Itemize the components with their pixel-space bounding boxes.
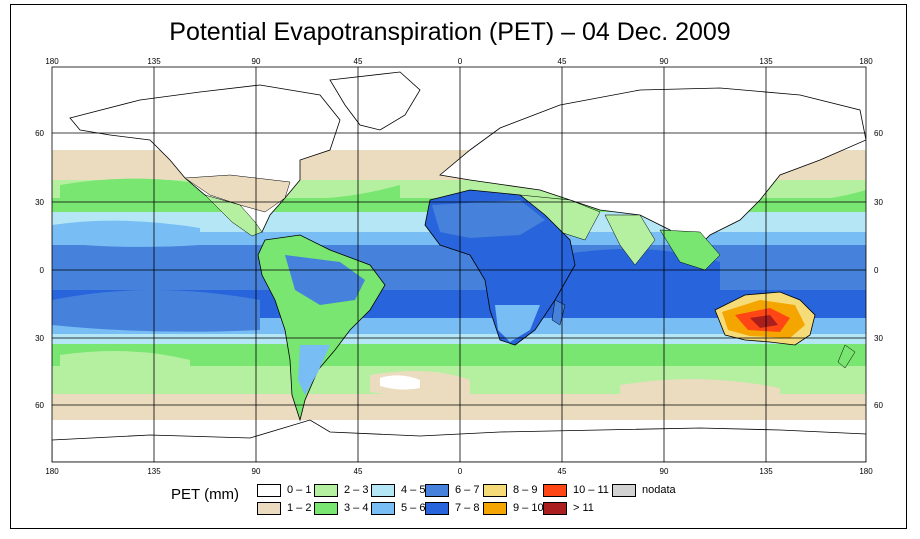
- patch-south-white-1: [380, 375, 420, 390]
- legend-swatch: [483, 483, 507, 497]
- lon-label-bottom: 0: [458, 467, 463, 476]
- land-antarctica: [52, 419, 866, 462]
- legend-item-label: 5 – 6: [401, 502, 426, 514]
- legend-swatch: [257, 501, 281, 515]
- legend-item-6-7: 6 – 7: [425, 482, 479, 498]
- legend-item-label: > 11: [573, 502, 594, 514]
- legend-item-label: 9 – 10: [513, 502, 544, 514]
- pet-field: [52, 67, 866, 462]
- legend-item-label: 3 – 4: [344, 502, 369, 514]
- lon-label-top: 0: [458, 57, 463, 66]
- land-se-asia: [659, 229, 721, 271]
- legend-swatch: [314, 501, 338, 515]
- legend-swatch: [425, 501, 449, 515]
- patch-deep-1: [52, 290, 260, 332]
- land-india: [604, 214, 656, 266]
- legend-item-4-5: 4 – 5: [371, 482, 425, 498]
- map-title: Potential Evapotranspiration (PET) – 04 …: [169, 18, 731, 46]
- legend-item-1-2: 1 – 2: [257, 500, 311, 516]
- legend-item-0-1: 0 – 1: [257, 482, 311, 498]
- legend-swatch: [371, 483, 395, 497]
- legend-item-label: nodata: [642, 484, 676, 496]
- lon-label-top: 45: [558, 57, 567, 66]
- lon-label-top: 135: [147, 57, 161, 66]
- land-sa-interior: [285, 255, 365, 305]
- lat-label-left: 0: [40, 266, 45, 275]
- lon-label-top: 180: [859, 57, 873, 66]
- lat-label-right: 30: [874, 198, 883, 207]
- legend-swatch: [257, 483, 281, 497]
- lon-label-top: 45: [354, 57, 363, 66]
- lon-label-top: 180: [45, 57, 59, 66]
- land-greenland: [329, 71, 421, 131]
- legend-swatch: [612, 483, 636, 497]
- legend-swatch: [483, 501, 507, 515]
- map-border: [51, 66, 867, 463]
- patch-south-green-1: [60, 351, 190, 384]
- legend-swatch: [543, 483, 567, 497]
- legend-swatch: [543, 501, 567, 515]
- patch-lightblue-1: [52, 220, 200, 247]
- legend-item-3-4: 3 – 4: [314, 500, 368, 516]
- land-new-zealand: [837, 344, 856, 369]
- legend-swatch: [314, 483, 338, 497]
- lat-label-left: 30: [35, 198, 44, 207]
- lat-label-left: 60: [35, 129, 44, 138]
- land-sa-south: [298, 345, 330, 395]
- land-eurasia: [439, 87, 866, 256]
- legend-item-gt-11: > 11: [543, 500, 594, 516]
- lon-label-bottom: 135: [147, 467, 161, 476]
- band-south-lightblue: [52, 334, 866, 346]
- legend-item-9-10: 9 – 10: [483, 500, 544, 516]
- legend-title: PET (mm): [171, 486, 240, 503]
- land-australia-darkred: [750, 315, 778, 328]
- lon-label-bottom: 90: [252, 467, 261, 476]
- legend-item-2-3: 2 – 3: [314, 482, 368, 498]
- land-south-africa: [495, 305, 540, 342]
- legend-item-label: 1 – 2: [287, 502, 312, 514]
- lon-label-bottom: 135: [759, 467, 773, 476]
- patch-south-tan-2: [620, 379, 780, 407]
- lon-label-bottom: 45: [354, 467, 363, 476]
- lat-label-right: 0: [874, 266, 879, 275]
- legend-swatch: [371, 501, 395, 515]
- legend-item-label: 0 – 1: [287, 484, 312, 496]
- legend-item-label: 4 – 5: [401, 484, 426, 496]
- legend-item-label: 10 – 11: [573, 484, 609, 496]
- legend-item-8-9: 8 – 9: [483, 482, 537, 498]
- legend-swatch: [425, 483, 449, 497]
- legend-item-label: 8 – 9: [513, 484, 538, 496]
- lon-label-bottom: 90: [660, 467, 669, 476]
- legend-item-5-6: 5 – 6: [371, 500, 425, 516]
- lon-label-top: 135: [759, 57, 773, 66]
- legend-item-label: 6 – 7: [455, 484, 480, 496]
- land-us-south: [184, 174, 291, 213]
- lat-label-left: 60: [35, 401, 44, 410]
- lon-label-top: 90: [252, 57, 261, 66]
- lon-label-bottom: 180: [859, 467, 873, 476]
- legend-item-label: 7 – 8: [455, 502, 480, 514]
- lon-label-bottom: 180: [45, 467, 59, 476]
- lat-label-right: 60: [874, 401, 883, 410]
- legend-item-7-8: 7 – 8: [425, 500, 479, 516]
- legend-item-nodata: nodata: [612, 482, 676, 498]
- lat-label-right: 30: [874, 334, 883, 343]
- lat-label-right: 60: [874, 129, 883, 138]
- graticule: [51, 66, 867, 463]
- legend: 0 – 1 1 – 2 2 – 3 3 – 4 4 – 5 5 – 6 6 – …: [257, 482, 897, 518]
- legend-item-label: 2 – 3: [344, 484, 369, 496]
- land-mexico: [204, 194, 263, 237]
- axis-labels: 180 135 90 45 0 45 90 135 180 180 135 90…: [35, 57, 883, 476]
- lat-label-left: 30: [35, 334, 44, 343]
- legend-item-10-11: 10 – 11: [543, 482, 609, 498]
- lon-label-bottom: 45: [558, 467, 567, 476]
- lon-label-top: 90: [660, 57, 669, 66]
